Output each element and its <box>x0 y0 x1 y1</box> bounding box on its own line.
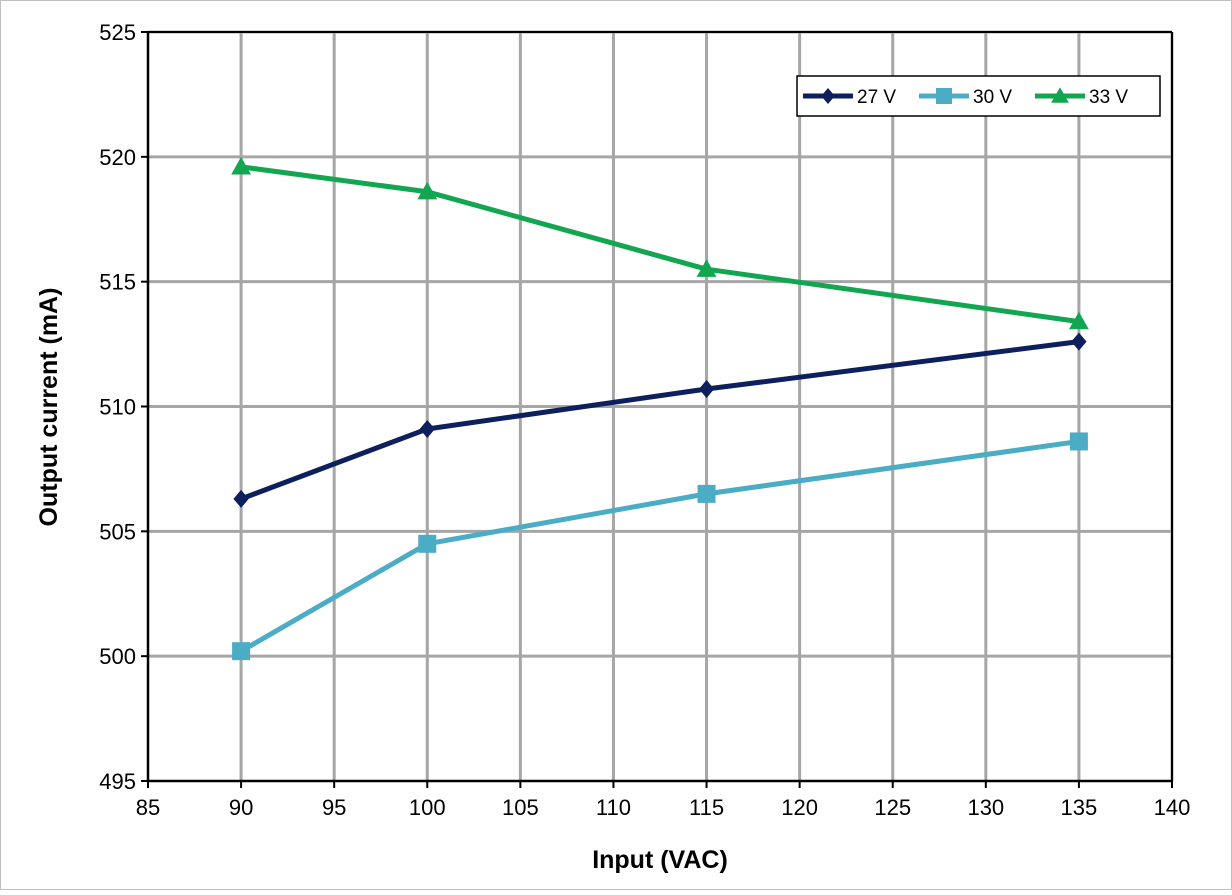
x-tick-label: 90 <box>229 795 253 820</box>
y-tick-label: 520 <box>99 145 136 170</box>
legend-entry: 27 V <box>803 87 896 108</box>
series-30-v <box>232 432 1088 661</box>
legend-swatch-marker <box>1051 87 1069 103</box>
data-point <box>419 419 435 438</box>
data-point <box>417 181 438 200</box>
x-tick-label: 120 <box>781 795 818 820</box>
y-tick-label: 495 <box>99 769 136 794</box>
legend-label: 33 V <box>1089 87 1128 108</box>
y-tick-label: 500 <box>99 644 136 669</box>
data-point <box>696 259 717 277</box>
x-tick-label: 125 <box>874 795 911 820</box>
tick-labels: 85 90 95 100 105 110 115 120 125 130 135 140 495 500 5… <box>99 20 1190 820</box>
legend-label: 27 V <box>857 87 896 108</box>
x-axis-title: Input (VAC) <box>592 846 728 874</box>
data-point <box>233 489 249 508</box>
legend-entry: 33 V <box>1035 87 1128 108</box>
legend-box <box>796 75 1161 117</box>
data-point <box>418 534 437 553</box>
data-point <box>231 156 251 175</box>
y-tick-label: 510 <box>99 395 136 420</box>
x-tick-label: 130 <box>967 795 1004 820</box>
y-axis-title: Output current (mA) <box>35 288 63 527</box>
series-line <box>240 164 1080 325</box>
data-point <box>1069 432 1088 451</box>
x-tick-label: 135 <box>1061 795 1098 820</box>
x-tick-label: 85 <box>136 795 160 820</box>
series-line <box>240 339 1080 502</box>
y-tick-label: 505 <box>99 519 136 544</box>
x-tick-label: 105 <box>502 795 539 820</box>
data-point <box>697 484 716 503</box>
x-tick-label: 95 <box>322 795 346 820</box>
series-group <box>231 156 1089 661</box>
axes <box>141 31 1173 788</box>
data-point <box>1071 332 1087 351</box>
legend-entry: 30 V <box>919 87 1012 108</box>
data-point <box>1069 311 1089 330</box>
series-line <box>239 438 1080 654</box>
x-tick-label: 115 <box>689 795 724 820</box>
legend: 27 V 30 V 33 V <box>796 75 1161 117</box>
data-point <box>698 380 715 399</box>
x-tick-label: 110 <box>596 795 631 820</box>
x-tick-label: 100 <box>409 795 446 820</box>
series-33-v <box>231 156 1089 330</box>
series-27-v <box>233 332 1087 508</box>
x-tick-label: 140 <box>1154 795 1191 820</box>
legend-label: 30 V <box>973 87 1012 108</box>
y-tick-label: 525 <box>99 20 136 45</box>
legend-swatch-marker <box>936 88 952 104</box>
y-tick-label: 515 <box>99 270 136 295</box>
legend-swatch-marker <box>821 88 835 104</box>
data-point <box>232 642 251 661</box>
